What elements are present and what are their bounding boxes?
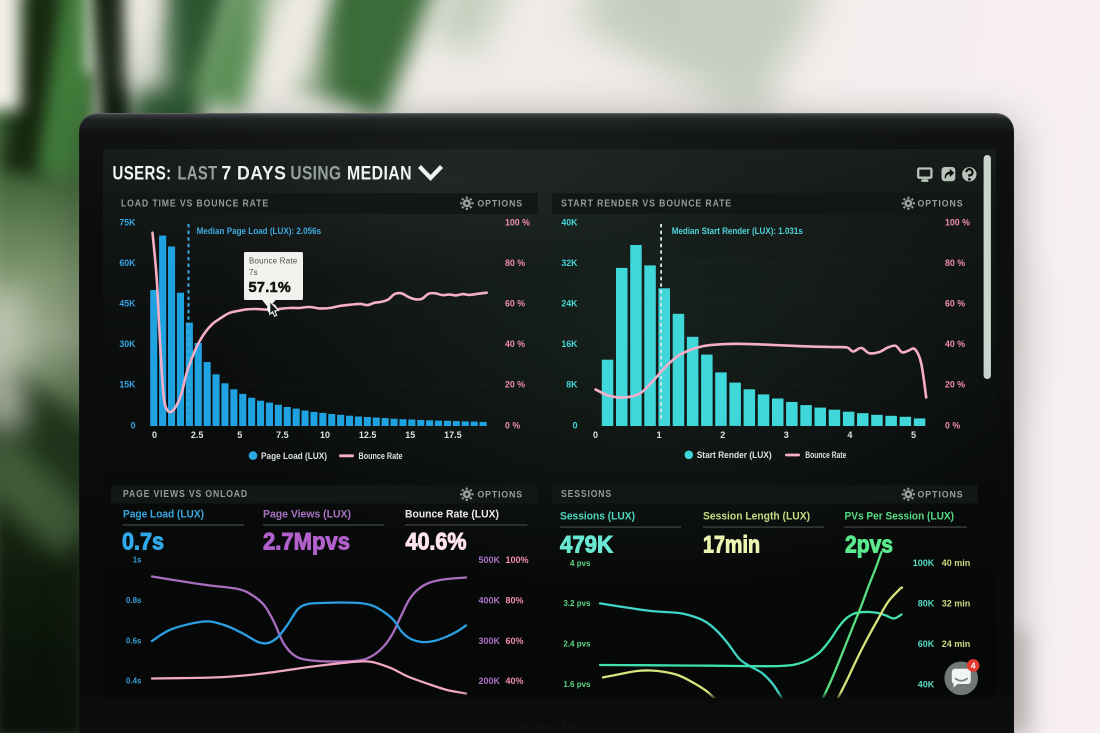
svg-text:Median Page Load (LUX): 2.056s: Median Page Load (LUX): 2.056s [197, 226, 322, 236]
svg-text:2.5: 2.5 [191, 430, 204, 440]
svg-text:60 %: 60 % [945, 299, 965, 309]
svg-text:80 %: 80 % [505, 258, 525, 268]
svg-text:0 %: 0 % [505, 420, 520, 430]
svg-text:16K: 16K [561, 339, 578, 349]
svg-text:4 pvs: 4 pvs [570, 559, 591, 568]
svg-text:24K: 24K [561, 299, 578, 309]
svg-text:OPTIONS: OPTIONS [918, 199, 964, 210]
svg-text:15: 15 [405, 430, 415, 440]
svg-text:2.7Mpvs: 2.7Mpvs [263, 529, 350, 556]
svg-text:300K: 300K [478, 636, 500, 646]
svg-text:20 %: 20 % [505, 380, 525, 390]
svg-text:Start Render (LUX): Start Render (LUX) [697, 450, 772, 460]
svg-text:OPTIONS: OPTIONS [478, 489, 524, 500]
svg-text:8K: 8K [566, 380, 578, 390]
svg-text:60K: 60K [918, 639, 935, 649]
svg-text:1s: 1s [133, 556, 142, 565]
svg-text:80 %: 80 % [945, 258, 965, 268]
svg-text:2: 2 [720, 430, 725, 440]
svg-text:MEDIAN: MEDIAN [347, 164, 412, 185]
svg-text:40.6%: 40.6% [406, 529, 467, 556]
svg-text:USERS:: USERS: [113, 164, 172, 185]
svg-text:40 min: 40 min [942, 558, 971, 568]
svg-text:2pvs: 2pvs [845, 531, 893, 558]
svg-text:0 %: 0 % [945, 420, 960, 430]
svg-text:60K: 60K [119, 258, 136, 268]
svg-text:60 %: 60 % [505, 299, 525, 309]
svg-text:7.5: 7.5 [276, 430, 289, 440]
svg-text:OPTIONS: OPTIONS [478, 199, 524, 210]
svg-text:80%: 80% [506, 595, 524, 605]
svg-text:17min: 17min [703, 531, 760, 558]
svg-text:4: 4 [971, 661, 976, 671]
svg-text:7 DAYS: 7 DAYS [221, 164, 286, 185]
svg-text:100%: 100% [506, 555, 529, 565]
svg-text:MacBook Pro: MacBook Pro [516, 722, 578, 731]
svg-text:3: 3 [784, 430, 789, 440]
svg-text:479K: 479K [560, 531, 614, 558]
svg-text:200K: 200K [478, 676, 500, 686]
svg-text:Page Load (LUX): Page Load (LUX) [261, 451, 327, 461]
svg-text:3.2 pvs: 3.2 pvs [563, 599, 591, 608]
svg-text:5: 5 [911, 430, 916, 440]
svg-text:Bounce Rate: Bounce Rate [249, 257, 298, 266]
svg-text:0: 0 [152, 430, 157, 440]
svg-text:0: 0 [573, 420, 578, 430]
svg-text:45K: 45K [119, 299, 136, 309]
svg-text:400K: 400K [478, 595, 500, 605]
svg-text:Page Views (LUX): Page Views (LUX) [263, 508, 351, 520]
svg-text:Bounce Rate: Bounce Rate [805, 450, 846, 460]
svg-text:12.5: 12.5 [359, 430, 377, 440]
svg-text:OPTIONS: OPTIONS [918, 489, 964, 500]
svg-text:5: 5 [237, 430, 242, 440]
svg-text:Bounce Rate: Bounce Rate [359, 451, 403, 461]
svg-text:Sessions (LUX): Sessions (LUX) [560, 511, 635, 523]
svg-text:17.5: 17.5 [444, 430, 462, 440]
svg-text:40K: 40K [918, 679, 935, 689]
svg-text:100 %: 100 % [945, 217, 970, 227]
svg-text:0.6s: 0.6s [126, 636, 142, 645]
svg-text:40K: 40K [561, 217, 578, 227]
svg-text:LOAD TIME VS BOUNCE RATE: LOAD TIME VS BOUNCE RATE [121, 199, 269, 210]
svg-text:0.4s: 0.4s [126, 677, 142, 686]
svg-text:32K: 32K [561, 258, 578, 268]
svg-text:Session Length (LUX): Session Length (LUX) [703, 511, 810, 523]
svg-text:PAGE VIEWS VS ONLOAD: PAGE VIEWS VS ONLOAD [123, 489, 248, 500]
svg-text:15K: 15K [119, 380, 136, 390]
svg-text:2.4 pvs: 2.4 pvs [563, 640, 591, 649]
svg-text:LAST: LAST [178, 164, 218, 185]
svg-text:Median Start Render (LUX): 1.0: Median Start Render (LUX): 1.031s [672, 226, 803, 236]
svg-text:75K: 75K [119, 217, 136, 227]
svg-text:500K: 500K [478, 555, 500, 565]
svg-text:Bounce Rate (LUX): Bounce Rate (LUX) [405, 508, 499, 520]
svg-text:PVs Per Session (LUX): PVs Per Session (LUX) [845, 511, 955, 523]
svg-text:START RENDER VS BOUNCE RATE: START RENDER VS BOUNCE RATE [561, 199, 732, 210]
svg-text:60%: 60% [506, 636, 524, 646]
svg-text:0.7s: 0.7s [122, 529, 164, 556]
svg-text:10: 10 [320, 430, 330, 440]
svg-text:4: 4 [847, 430, 852, 440]
svg-text:100K: 100K [913, 558, 935, 568]
svg-text:20 %: 20 % [945, 380, 965, 390]
svg-text:80K: 80K [918, 599, 935, 609]
svg-text:40%: 40% [506, 676, 524, 686]
svg-text:40 %: 40 % [505, 339, 525, 349]
svg-text:0: 0 [593, 430, 598, 440]
svg-text:0: 0 [131, 420, 136, 430]
svg-text:7s: 7s [249, 268, 258, 277]
svg-text:30K: 30K [119, 339, 136, 349]
svg-text:57.1%: 57.1% [249, 280, 292, 296]
svg-text:SESSIONS: SESSIONS [561, 489, 612, 500]
svg-text:24 min: 24 min [942, 639, 971, 649]
svg-text:32 min: 32 min [942, 599, 971, 609]
svg-text:Page Load (LUX): Page Load (LUX) [123, 508, 204, 520]
svg-text:1.6 pvs: 1.6 pvs [563, 680, 591, 689]
svg-text:100 %: 100 % [505, 217, 530, 227]
svg-text:40 %: 40 % [945, 339, 965, 349]
svg-text:0.8s: 0.8s [126, 596, 142, 605]
svg-text:USING: USING [290, 164, 341, 185]
svg-text:1: 1 [657, 430, 662, 440]
